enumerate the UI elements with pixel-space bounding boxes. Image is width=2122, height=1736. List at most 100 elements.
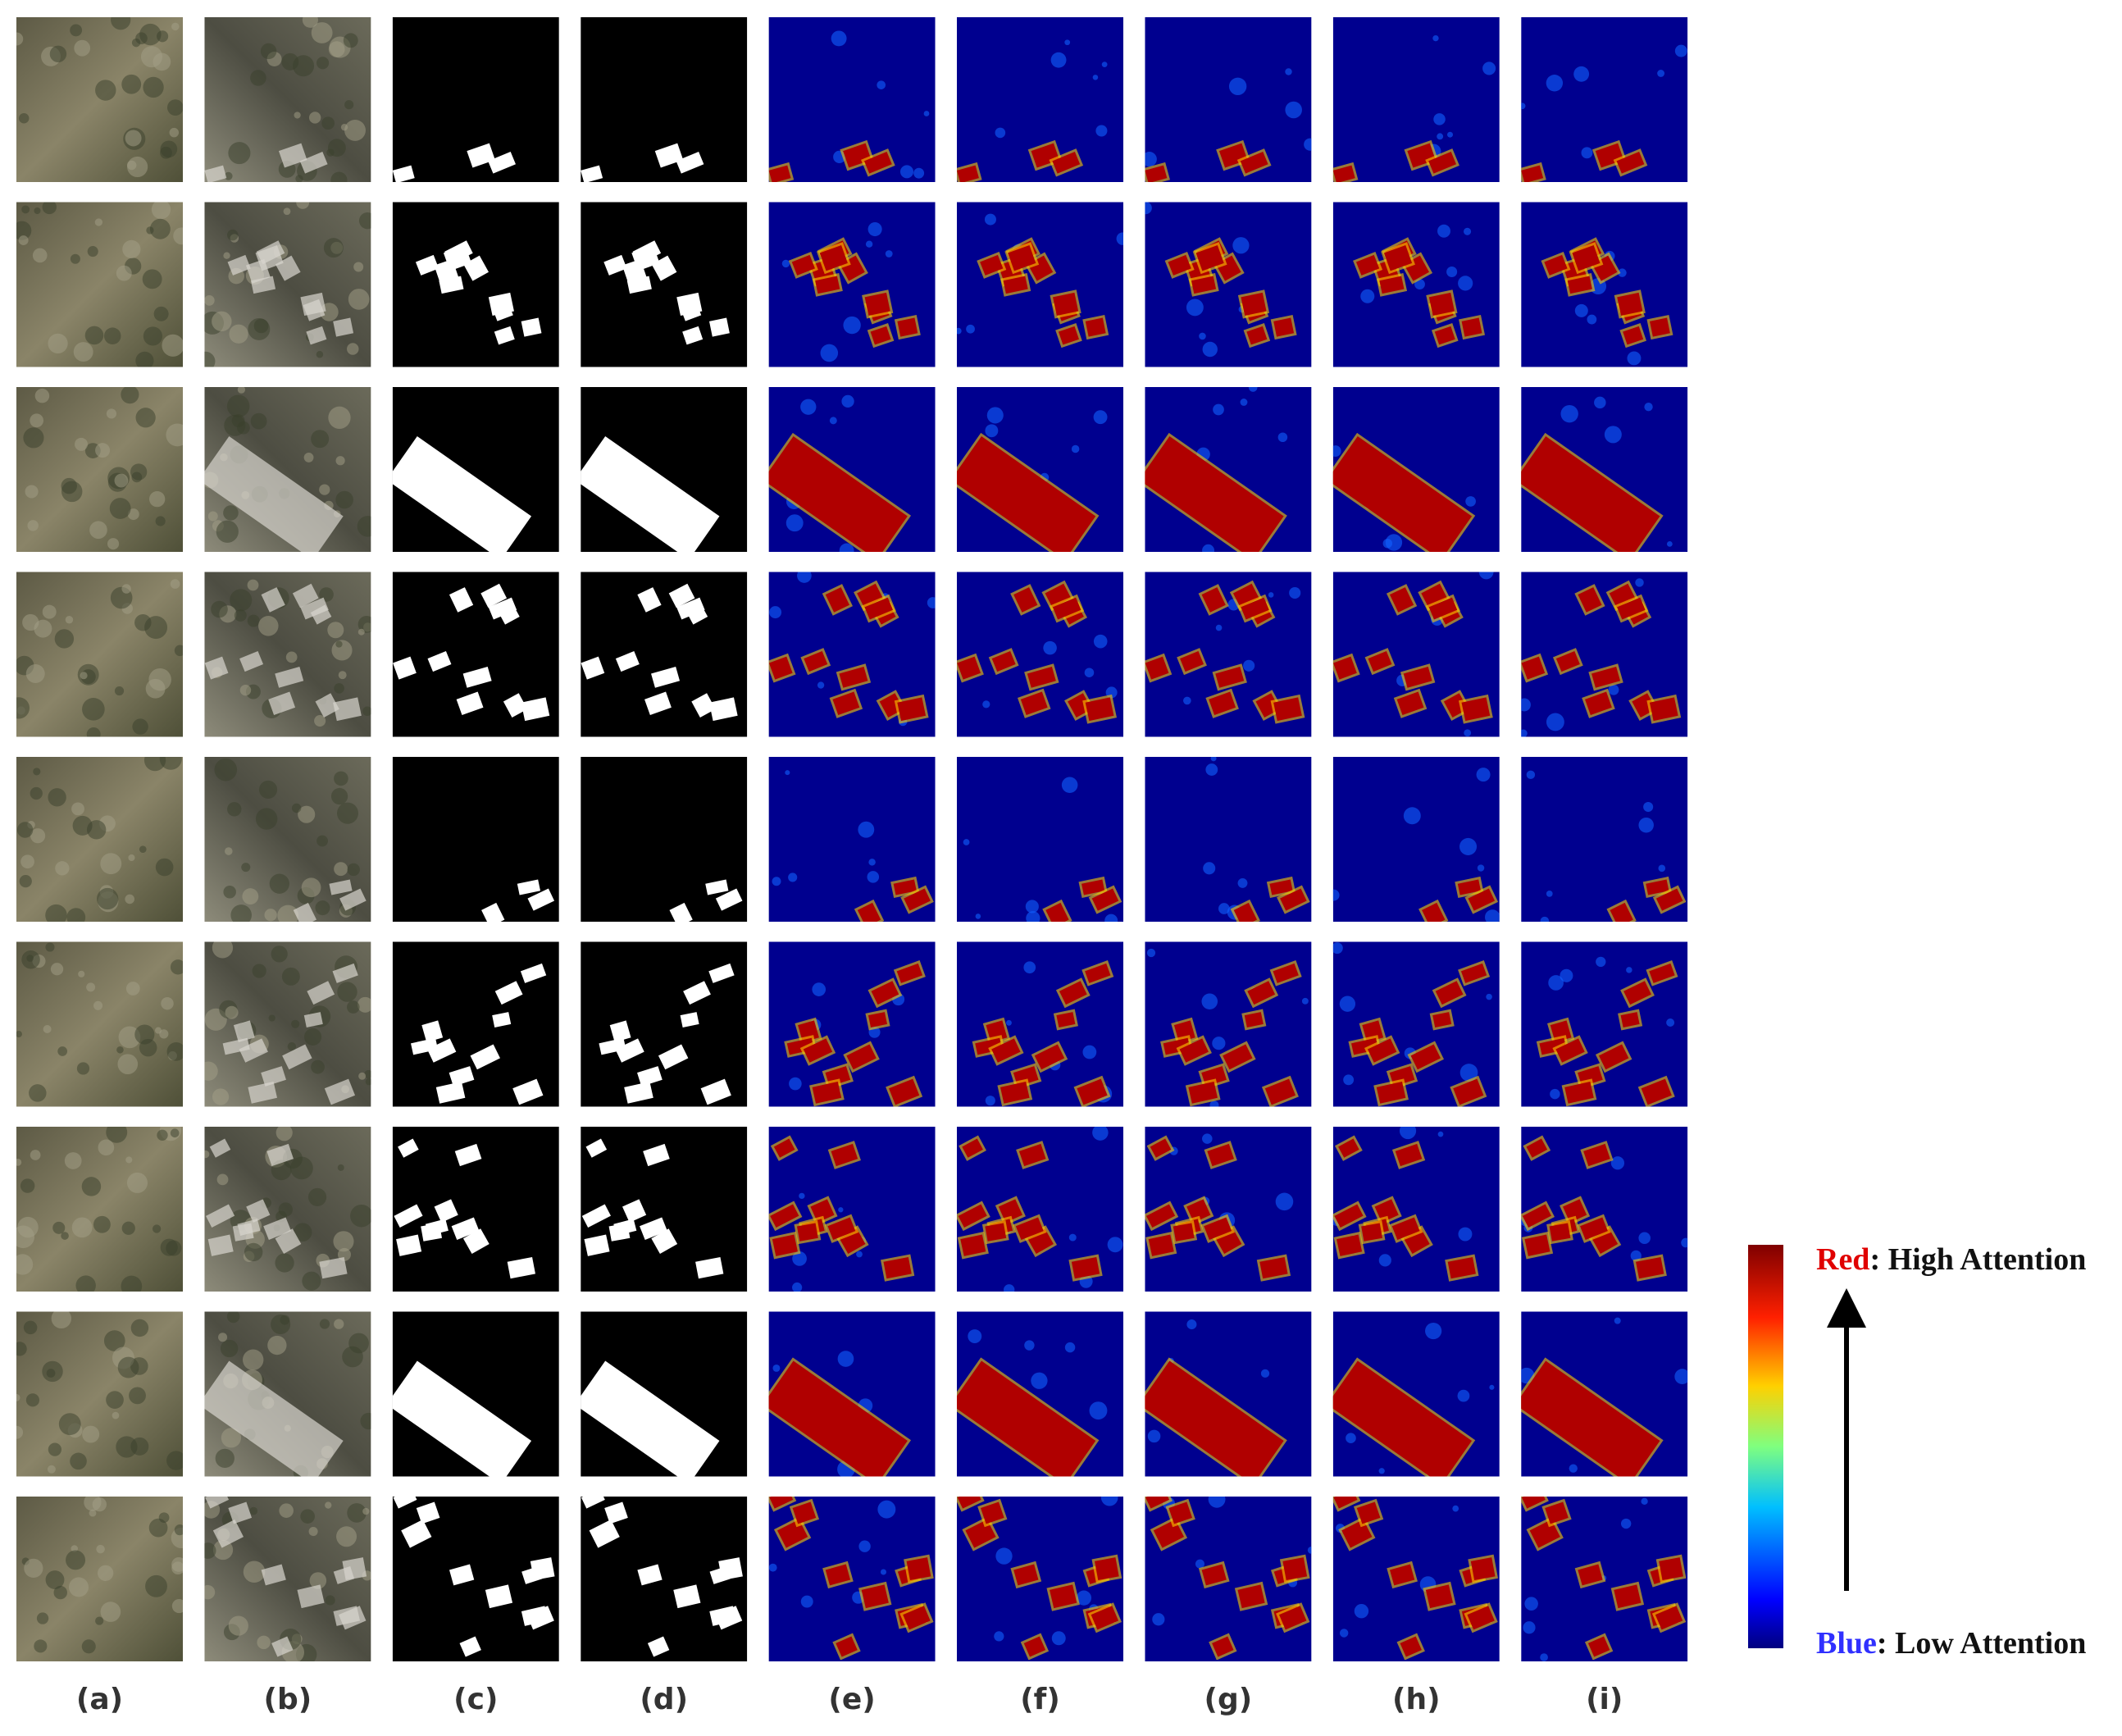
heat-building xyxy=(1332,165,1355,182)
heat-building xyxy=(1467,1606,1495,1630)
heat-building xyxy=(1246,326,1268,345)
texture xyxy=(255,808,278,830)
tile xyxy=(768,387,936,552)
texture xyxy=(277,904,299,922)
mask-building xyxy=(714,1606,743,1630)
heat-noise xyxy=(1202,1133,1213,1144)
texture xyxy=(16,1393,20,1401)
mask-building xyxy=(401,1519,432,1548)
texture xyxy=(239,684,252,696)
heat-building xyxy=(1361,1223,1383,1242)
tile-content xyxy=(581,572,748,737)
texture xyxy=(75,437,89,451)
texture xyxy=(271,1314,291,1335)
heat-building xyxy=(1526,1138,1548,1158)
tile-content xyxy=(768,1127,936,1292)
heat-building xyxy=(796,1223,818,1242)
mask-building xyxy=(581,165,603,182)
texture xyxy=(303,452,314,462)
heat-building xyxy=(772,1234,798,1256)
tile-content xyxy=(16,17,183,182)
texture xyxy=(271,945,288,963)
heat-noise xyxy=(1378,1468,1385,1474)
heat-building xyxy=(1521,165,1544,182)
mask-building xyxy=(637,587,662,613)
heat-noise xyxy=(1463,227,1472,235)
texture xyxy=(281,967,300,986)
heat-building xyxy=(1168,254,1191,276)
legend-word: Red xyxy=(1816,1242,1869,1277)
heat-noise xyxy=(995,127,1006,139)
heat-building xyxy=(1188,1081,1218,1104)
texture xyxy=(171,1561,183,1575)
heat-noise xyxy=(1546,890,1553,897)
heat-noise xyxy=(1152,1613,1165,1626)
mask-building xyxy=(622,1199,647,1223)
heat-noise xyxy=(1627,351,1642,366)
roof xyxy=(282,1044,312,1070)
tile xyxy=(1145,17,1312,182)
heat-building xyxy=(1232,583,1259,608)
texture xyxy=(216,1173,229,1186)
heat-noise xyxy=(1107,1237,1123,1253)
roof xyxy=(205,1497,230,1509)
texture xyxy=(42,202,57,215)
texture xyxy=(148,1518,168,1538)
heat-noise xyxy=(797,572,812,583)
texture xyxy=(55,861,70,876)
heat-noise xyxy=(1521,698,1531,712)
mask-building xyxy=(488,292,514,317)
tile xyxy=(1145,1127,1312,1292)
tile xyxy=(1332,1127,1500,1292)
heat-noise xyxy=(1574,303,1588,317)
texture xyxy=(30,828,46,844)
texture xyxy=(155,858,174,877)
heat-noise xyxy=(1521,103,1526,110)
heat-building xyxy=(810,1199,835,1223)
heat-building xyxy=(1447,1256,1476,1279)
heat-building xyxy=(1396,691,1424,715)
heat-building xyxy=(991,1038,1021,1063)
texture xyxy=(319,484,330,495)
heat-noise xyxy=(1213,403,1224,416)
heat-building xyxy=(1052,597,1081,620)
mask-building xyxy=(680,1012,699,1027)
tile xyxy=(1145,572,1312,737)
mask-building xyxy=(392,1360,532,1477)
texture xyxy=(71,1217,93,1238)
tile xyxy=(957,1127,1123,1292)
roof xyxy=(232,1223,254,1242)
heat-noise xyxy=(1354,1604,1369,1619)
heat-building xyxy=(839,666,868,688)
texture xyxy=(337,1164,344,1171)
roof xyxy=(228,1501,253,1524)
texture xyxy=(159,757,182,770)
tile xyxy=(392,1497,559,1661)
heat-noise xyxy=(877,80,886,89)
heat-building xyxy=(1623,981,1651,1005)
texture xyxy=(336,1526,357,1547)
texture xyxy=(25,1393,40,1407)
tile-content xyxy=(768,1311,936,1477)
roof xyxy=(297,1584,325,1609)
tile xyxy=(392,941,559,1107)
heat-noise xyxy=(1638,817,1654,833)
tile-content xyxy=(204,387,371,552)
texture xyxy=(80,672,88,680)
tile-content xyxy=(581,1311,748,1477)
mask-building xyxy=(584,1234,610,1256)
tile xyxy=(392,572,559,737)
texture xyxy=(81,1177,102,1196)
mask-building xyxy=(415,254,439,276)
heat-noise xyxy=(968,1329,982,1344)
roof xyxy=(333,697,362,722)
tile xyxy=(957,572,1123,737)
tile xyxy=(204,387,371,552)
tile xyxy=(957,1311,1123,1477)
heat-building xyxy=(1282,1557,1308,1581)
texture xyxy=(106,408,117,419)
heat-noise xyxy=(1458,1227,1473,1242)
heat-building xyxy=(1434,326,1455,345)
texture xyxy=(153,306,169,321)
heat-noise xyxy=(913,167,925,179)
